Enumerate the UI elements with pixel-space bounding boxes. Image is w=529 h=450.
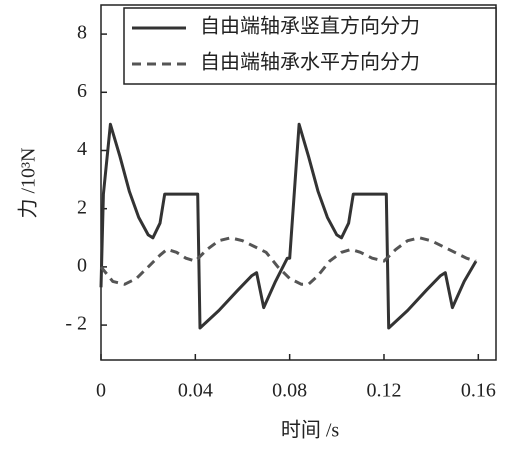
x-tick-label: 0.16 bbox=[461, 380, 496, 402]
legend-label: 自由端轴承水平方向分力 bbox=[200, 51, 420, 74]
plot-frame bbox=[100, 4, 497, 361]
y-tick-label: 4 bbox=[77, 138, 87, 160]
series-line bbox=[99, 122, 478, 330]
legend-label: 自由端轴承竖直方向分力 bbox=[200, 15, 420, 38]
y-tick-label: 6 bbox=[77, 80, 87, 102]
y-tick-label: 8 bbox=[77, 22, 87, 44]
legend-box bbox=[123, 7, 497, 85]
x-axis-label: 时间 /s bbox=[281, 419, 340, 442]
x-tick-label: 0 bbox=[96, 380, 106, 402]
x-tick-label: 0.04 bbox=[178, 380, 213, 402]
y-axis-label: 力 /10³N bbox=[17, 148, 40, 219]
y-tick-label: 2 bbox=[77, 196, 87, 218]
x-tick-label: 0.08 bbox=[272, 380, 307, 402]
series-line bbox=[99, 236, 477, 286]
x-tick-label: 0.12 bbox=[366, 380, 401, 402]
y-tick-label: 0 bbox=[77, 254, 87, 276]
y-tick-label: - 2 bbox=[65, 313, 87, 335]
